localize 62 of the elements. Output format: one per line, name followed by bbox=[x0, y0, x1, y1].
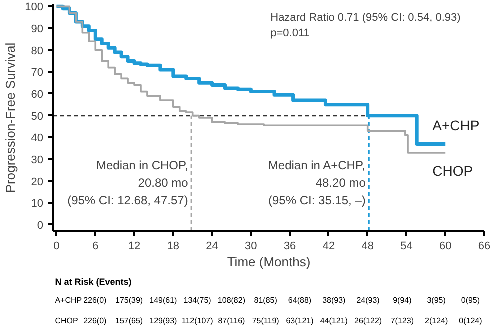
annotation: (95% CI: 12.68, 47.57) bbox=[68, 193, 188, 208]
annotation: Median in A+CHP, bbox=[268, 158, 366, 173]
text: N at Risk (Events) bbox=[55, 277, 132, 288]
annotation: 48.20 mo bbox=[316, 176, 366, 190]
text: 112(107) bbox=[182, 316, 214, 326]
y-tick-label: 100 bbox=[25, 2, 44, 14]
text: 81(85) bbox=[254, 296, 278, 306]
text: 0(95) bbox=[461, 296, 480, 306]
text: 0(124) bbox=[459, 316, 483, 326]
text: 9(94) bbox=[393, 296, 412, 306]
x-tick-label: 54 bbox=[400, 240, 413, 252]
text: 7(123) bbox=[390, 316, 414, 326]
series-label: CHOP bbox=[432, 163, 474, 180]
x-tick-label: 30 bbox=[245, 240, 258, 252]
x-tick-label: 18 bbox=[167, 240, 180, 252]
text: 87(116) bbox=[218, 316, 246, 326]
text: 26(122) bbox=[354, 316, 382, 326]
text: 2(124) bbox=[425, 316, 448, 326]
y-tick-label: 10 bbox=[31, 198, 44, 210]
annotation: p=0.011 bbox=[270, 27, 310, 40]
x-tick-label: 0 bbox=[54, 240, 60, 252]
text: 24(93) bbox=[356, 296, 380, 306]
text: 149(61) bbox=[150, 296, 178, 306]
annotation: Hazard Ratio 0.71 (95% CI: 0.54, 0.93) bbox=[270, 12, 461, 24]
text: 157(65) bbox=[115, 316, 144, 326]
text: 75(119) bbox=[252, 316, 280, 326]
text: 63(121) bbox=[286, 316, 314, 326]
series-label: A+CHP bbox=[432, 117, 480, 134]
annotation: 20.80 mo bbox=[138, 176, 189, 190]
x-tick-label: 36 bbox=[284, 240, 296, 252]
text: 108(82) bbox=[218, 296, 246, 306]
x-tick-label: 60 bbox=[439, 240, 452, 252]
y-tick-label: 0 bbox=[37, 220, 44, 232]
text: CHOP bbox=[55, 316, 78, 326]
text: 175(39) bbox=[115, 296, 144, 306]
x-tick-label: 6 bbox=[92, 240, 99, 252]
text: 64(88) bbox=[288, 296, 312, 306]
x-tick-label: 48 bbox=[362, 240, 374, 252]
text: 129(93) bbox=[150, 316, 178, 326]
text: 226(0) bbox=[84, 316, 108, 326]
text: 134(75) bbox=[184, 296, 212, 306]
text: 3(95) bbox=[427, 296, 446, 306]
annotation: (95% CI: 35.15, –) bbox=[268, 193, 366, 208]
text: 38(93) bbox=[322, 296, 346, 306]
x-tick-label: 24 bbox=[206, 240, 218, 252]
y-tick-label: 70 bbox=[31, 67, 44, 80]
text: 226(0) bbox=[84, 296, 108, 306]
x-tick-label: 66 bbox=[478, 240, 491, 252]
text: A+CHP bbox=[55, 296, 82, 306]
y-tick-label: 20 bbox=[31, 176, 44, 188]
y-axis-title: Progression-Free Survival bbox=[3, 42, 18, 194]
y-tick-label: 60 bbox=[31, 88, 44, 101]
x-tick-label: 42 bbox=[322, 240, 336, 252]
x-tick-label: 12 bbox=[128, 240, 141, 252]
y-tick-label: 40 bbox=[31, 132, 44, 145]
y-tick-label: 30 bbox=[31, 154, 44, 166]
text: 44(121) bbox=[320, 316, 348, 326]
y-tick-label: 80 bbox=[31, 45, 44, 58]
y-tick-label: 50 bbox=[31, 110, 44, 123]
x-axis-title: Time (Months) bbox=[227, 254, 311, 270]
annotation: Median in CHOP, bbox=[96, 158, 188, 173]
y-tick-label: 90 bbox=[31, 24, 44, 36]
